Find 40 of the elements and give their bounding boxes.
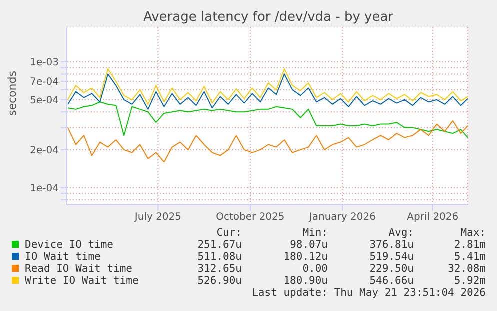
text: 2.81m — [453, 239, 486, 251]
text: Max: — [460, 227, 486, 239]
text: 32.08m — [447, 263, 486, 275]
text: 376.81u — [368, 239, 414, 251]
legend-label: Device IO time — [24, 239, 115, 251]
text: 5.41m — [453, 251, 486, 263]
y-tick-label: 2e-04 — [30, 146, 59, 157]
chart-title: Average latency for /dev/vda - by year — [142, 9, 395, 27]
text: Min: — [302, 227, 328, 239]
y-axis-title: seconds — [6, 70, 19, 116]
text: 511.08u — [196, 251, 242, 263]
y-tick-label: 1e-03 — [30, 58, 59, 69]
line-series — [68, 120, 468, 163]
y-tick-label: 7e-04 — [30, 77, 59, 88]
legend-label: Read IO Wait time — [24, 263, 134, 275]
line-series — [68, 68, 468, 105]
y-tick-label: 1e-04 — [30, 183, 59, 194]
legend-label: Write IO Wait time — [24, 275, 140, 287]
text: 312.65u — [196, 263, 242, 275]
text: Last update: Thu May 21 23:51:04 2026 — [251, 287, 486, 299]
x-tick-label: July 2025 — [134, 212, 182, 224]
text: Avg: — [388, 227, 414, 239]
text: 546.66u — [368, 275, 414, 287]
x-tick-label: January 2026 — [308, 212, 376, 224]
text: 5.92m — [453, 275, 486, 287]
text: 0.00 — [302, 263, 328, 275]
text: 526.90u — [196, 275, 242, 287]
text: 251.67u — [196, 239, 242, 251]
text: 180.90u — [282, 275, 328, 287]
text: 98.07u — [289, 239, 328, 251]
text: 229.50u — [368, 263, 414, 275]
y-tick-label: 5e-04 — [30, 95, 59, 106]
line-series — [68, 74, 468, 110]
x-tick-label: October 2025 — [216, 212, 285, 224]
text: Cur: — [216, 227, 242, 239]
line-series — [68, 102, 468, 138]
x-tick-label: April 2026 — [407, 212, 459, 224]
text: 180.12u — [282, 251, 328, 263]
text: 519.54u — [368, 251, 414, 263]
legend-label: IO Wait time — [24, 251, 102, 263]
